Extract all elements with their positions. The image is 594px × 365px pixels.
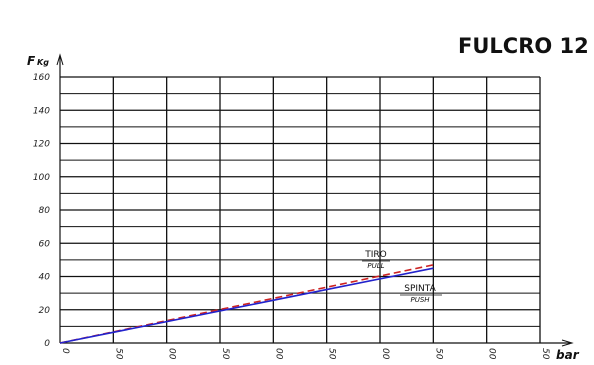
y-axis-arrow <box>56 53 64 66</box>
series-sublabel: PUSH <box>410 296 430 304</box>
series-label: SPINTA <box>404 284 436 294</box>
series-sublabel: PULL <box>367 262 384 270</box>
series-label: TIRO <box>364 250 387 260</box>
y-tick-label: 60 <box>39 239 51 249</box>
series-lines <box>59 264 434 344</box>
x-tick-label: 50 <box>113 348 123 360</box>
x-tick-label: 00 <box>380 348 390 360</box>
x-axis-label: bar <box>556 348 580 362</box>
x-tick-label: 00 <box>487 348 497 360</box>
x-tick-label: 00 <box>273 348 283 360</box>
y-tick-label: 20 <box>39 306 51 316</box>
x-tick-label: 0 <box>60 348 70 354</box>
y-tick-label: 160 <box>33 73 50 83</box>
y-tick-label: 40 <box>39 273 51 283</box>
axes <box>56 53 574 347</box>
y-tick-label: 140 <box>33 106 50 116</box>
y-tick-label: 0 <box>44 339 50 349</box>
y-tick-label: 120 <box>33 140 50 150</box>
x-axis-arrow <box>561 339 574 347</box>
y-axis-label: F <box>27 54 36 68</box>
series-line <box>59 267 434 344</box>
y-axis-unit: Kg <box>37 58 49 67</box>
y-tick-label: 80 <box>39 206 51 216</box>
series-annotations: TIRO PULL SPINTA PUSH <box>362 250 442 304</box>
series-line <box>59 264 434 344</box>
tick-labels: 0 20 40 60 80 100 120 140 160 0 50 00 50 00 50 00 50 00 50 <box>33 73 550 360</box>
x-tick-label: 00 <box>167 348 177 360</box>
x-tick-label: 50 <box>327 348 337 360</box>
x-tick-label: 50 <box>220 348 230 360</box>
x-tick-label: 50 <box>540 348 550 360</box>
chart-title: FULCRO 12 <box>458 34 589 58</box>
x-tick-label: 50 <box>433 348 443 360</box>
grid <box>60 76 541 343</box>
y-tick-label: 100 <box>33 173 50 183</box>
